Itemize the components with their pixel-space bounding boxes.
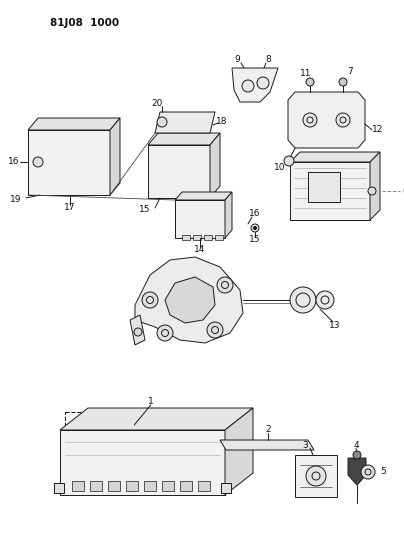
Text: 17: 17 (64, 204, 76, 213)
Circle shape (207, 322, 223, 338)
Circle shape (336, 113, 350, 127)
Polygon shape (290, 152, 380, 162)
Circle shape (251, 224, 259, 232)
Text: 1: 1 (148, 398, 154, 407)
Text: 14: 14 (194, 246, 206, 254)
Bar (126, 481, 138, 491)
Text: 20: 20 (152, 99, 163, 108)
Polygon shape (210, 133, 220, 198)
Polygon shape (225, 192, 232, 238)
Polygon shape (165, 277, 215, 323)
Bar (180, 481, 192, 491)
Circle shape (339, 78, 347, 86)
Bar (54, 483, 64, 493)
Text: 15: 15 (139, 206, 151, 214)
Circle shape (134, 328, 142, 336)
Circle shape (253, 227, 257, 230)
Polygon shape (220, 440, 314, 450)
Bar (308, 172, 340, 202)
Polygon shape (148, 133, 220, 145)
Polygon shape (175, 192, 232, 200)
Text: 8: 8 (265, 55, 271, 64)
Text: 81J08  1000: 81J08 1000 (50, 18, 119, 28)
Polygon shape (348, 458, 366, 485)
Circle shape (257, 77, 269, 89)
Polygon shape (110, 118, 120, 195)
Polygon shape (28, 118, 120, 130)
Polygon shape (28, 130, 110, 195)
Bar (144, 481, 156, 491)
Bar (182, 235, 190, 240)
Text: 18: 18 (216, 117, 228, 126)
Polygon shape (60, 430, 225, 495)
Polygon shape (370, 152, 380, 220)
Circle shape (368, 187, 376, 195)
Circle shape (157, 325, 173, 341)
Circle shape (217, 277, 233, 293)
Bar (72, 481, 84, 491)
Text: 6: 6 (402, 187, 404, 196)
Text: 13: 13 (329, 320, 341, 329)
Polygon shape (135, 257, 243, 343)
Bar (198, 481, 210, 491)
Text: 4: 4 (353, 440, 359, 449)
Text: 12: 12 (372, 125, 384, 134)
Bar (65, 412, 117, 426)
Polygon shape (232, 68, 278, 102)
Circle shape (303, 113, 317, 127)
Circle shape (242, 80, 254, 92)
Text: 16: 16 (8, 157, 20, 166)
Polygon shape (290, 162, 370, 220)
Text: 7: 7 (347, 68, 353, 77)
Text: 16: 16 (249, 209, 261, 219)
Circle shape (290, 287, 316, 313)
Circle shape (142, 292, 158, 308)
Circle shape (157, 117, 167, 127)
Polygon shape (130, 315, 145, 345)
Text: 11: 11 (300, 69, 312, 77)
Polygon shape (295, 455, 337, 497)
Bar (108, 481, 120, 491)
Bar (215, 235, 223, 240)
Text: 3: 3 (302, 440, 308, 449)
Polygon shape (60, 408, 253, 430)
Text: 15: 15 (249, 236, 261, 245)
Circle shape (316, 291, 334, 309)
Circle shape (361, 465, 375, 479)
Polygon shape (175, 200, 225, 238)
Text: 10: 10 (274, 163, 286, 172)
Polygon shape (288, 92, 365, 148)
Bar (193, 235, 201, 240)
Bar (162, 481, 174, 491)
Bar (90, 481, 102, 491)
Circle shape (284, 156, 294, 166)
Circle shape (306, 466, 326, 486)
Circle shape (306, 78, 314, 86)
Bar (221, 483, 231, 493)
Polygon shape (148, 145, 210, 198)
Circle shape (33, 157, 43, 167)
Text: 5: 5 (380, 467, 386, 477)
Bar (204, 235, 212, 240)
Polygon shape (225, 408, 253, 495)
Circle shape (353, 451, 361, 459)
Text: 2: 2 (265, 425, 271, 434)
Text: 19: 19 (10, 196, 22, 205)
Polygon shape (155, 112, 215, 133)
Text: 9: 9 (234, 55, 240, 64)
